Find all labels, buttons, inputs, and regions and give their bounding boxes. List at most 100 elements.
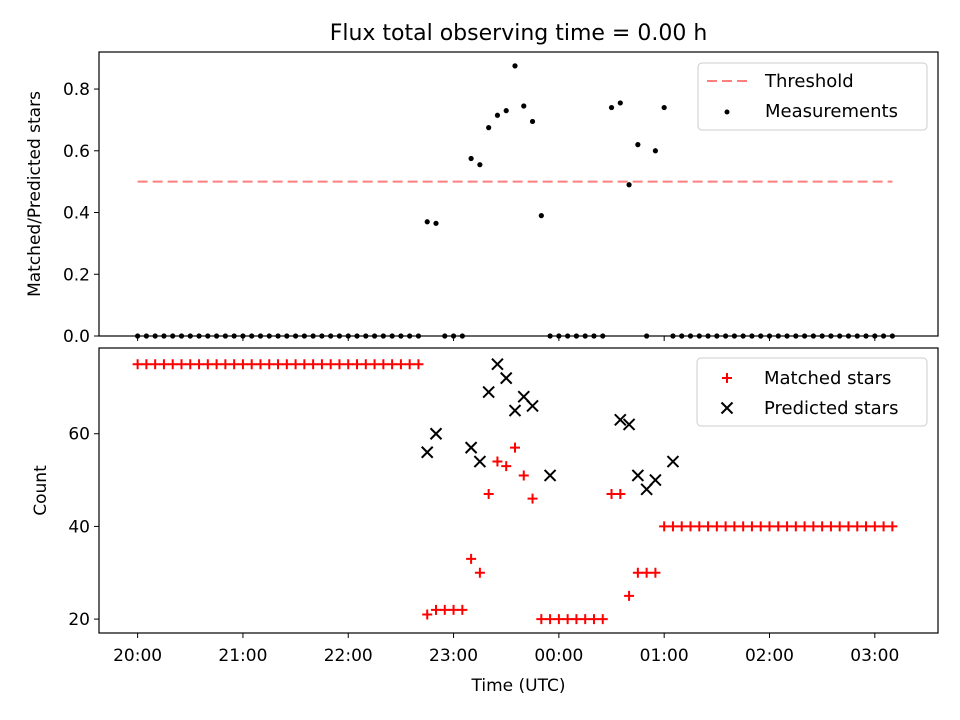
matched-point — [273, 359, 284, 370]
y-tick-label: 0.0 — [63, 327, 90, 347]
matched-point — [395, 359, 406, 370]
legend-matched-swatch — [722, 373, 732, 383]
matched-point — [597, 614, 608, 625]
matched-point — [861, 521, 872, 532]
ratio-y-ticks: 0.0 0.2 0.4 0.6 0.8 — [63, 80, 99, 347]
ratio-legend: Threshold Measurements — [697, 62, 928, 131]
matched-point — [158, 359, 169, 370]
matched-point — [220, 359, 231, 370]
matched-point — [685, 521, 696, 532]
count-panel-frame — [98, 347, 939, 634]
legend-measurements-swatch — [724, 109, 730, 115]
matched-point — [308, 359, 319, 370]
matched-point — [431, 604, 442, 615]
matched-point — [404, 359, 415, 370]
predicted-point — [543, 469, 557, 482]
measurement-point — [529, 118, 536, 125]
measurement-point — [433, 220, 439, 226]
matched-point — [237, 359, 248, 370]
measurement-point — [538, 213, 544, 219]
matched-point — [545, 614, 556, 625]
predicted-point — [429, 427, 443, 440]
matched-point — [843, 521, 854, 532]
matched-point — [474, 567, 485, 578]
predicted-point — [491, 358, 504, 371]
matched-point — [782, 521, 793, 532]
legend-threshold-label: Threshold — [764, 71, 854, 92]
matched-points — [132, 359, 898, 625]
count-y-ticks: 20 40 60 — [68, 425, 99, 630]
predicted-point — [473, 455, 487, 468]
count-legend-box — [696, 357, 928, 427]
matched-point — [185, 359, 196, 370]
x-tick-label: 20:00 — [113, 646, 162, 666]
matched-point — [703, 521, 714, 532]
matched-point — [606, 488, 617, 499]
measurement-point — [652, 148, 659, 154]
predicted-point — [666, 455, 680, 468]
matched-point — [562, 614, 573, 625]
predicted-points — [421, 358, 680, 496]
predicted-point — [614, 413, 627, 427]
matched-point — [536, 614, 547, 625]
matched-point — [299, 359, 310, 370]
matched-point — [887, 521, 898, 532]
matched-point — [483, 488, 494, 499]
matched-point — [755, 521, 766, 532]
ratio-panel-frame — [98, 51, 939, 337]
matched-point — [650, 567, 661, 578]
matched-point — [501, 461, 512, 472]
x-tick-label: 23:00 — [429, 646, 478, 666]
matched-point — [176, 359, 187, 370]
measurement-point — [635, 142, 641, 148]
matched-point — [817, 521, 828, 532]
ratio-x-ticks — [137, 336, 876, 341]
matched-point — [150, 359, 161, 370]
matched-point — [553, 614, 564, 625]
measurement-point — [608, 104, 615, 111]
matched-point — [439, 604, 450, 615]
matched-point — [334, 359, 345, 370]
y-tick-label: 0.4 — [63, 204, 90, 224]
legend-x-marker — [720, 401, 734, 415]
matched-point — [387, 359, 398, 370]
legend-plus-marker — [722, 373, 732, 383]
matched-point — [316, 359, 327, 370]
measurement-point — [477, 162, 483, 168]
measurement-point — [486, 125, 492, 131]
matched-point — [738, 521, 749, 532]
matched-point — [518, 470, 529, 481]
matched-point — [588, 614, 599, 625]
matched-point — [615, 488, 626, 499]
matched-point — [255, 359, 266, 370]
matched-point — [194, 359, 205, 370]
matched-point — [641, 567, 652, 578]
predicted-point — [526, 399, 539, 413]
measurement-point — [661, 104, 667, 111]
matched-point — [378, 359, 389, 370]
time-x-ticks: 20:00 21:00 22:00 23:00 00:00 01:00 02:00 03:00 — [113, 633, 899, 666]
legend-predicted-label: Predicted stars — [764, 398, 898, 419]
y-tick-label: 40 — [68, 517, 90, 537]
matched-point — [632, 567, 643, 578]
matched-point — [746, 521, 757, 532]
matched-point — [527, 493, 538, 504]
predicted-point — [464, 441, 478, 454]
matched-point — [290, 359, 301, 370]
measurement-point — [424, 219, 430, 225]
x-tick-label: 00:00 — [534, 646, 583, 666]
matched-point — [211, 359, 222, 370]
measurement-point — [468, 155, 474, 162]
matched-point — [825, 521, 836, 532]
matched-point — [694, 521, 705, 532]
matched-point — [229, 359, 240, 370]
time-x-axis-label: Time (UTC) — [471, 676, 566, 696]
predicted-point — [482, 385, 495, 399]
x-tick-label: 02:00 — [745, 646, 794, 666]
matched-point — [773, 521, 784, 532]
matched-point — [834, 521, 845, 532]
matched-point — [799, 521, 810, 532]
measurement-point — [503, 108, 509, 114]
predicted-point — [631, 469, 645, 482]
